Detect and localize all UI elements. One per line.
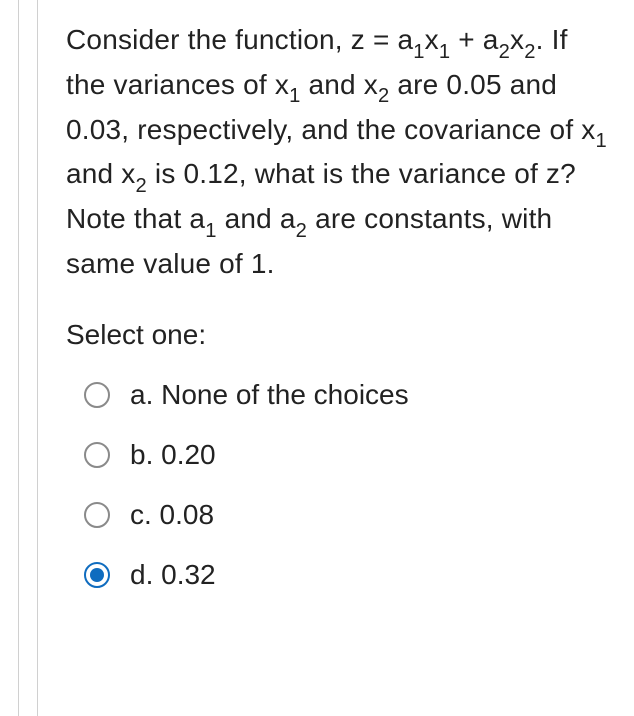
option-row[interactable]: a. None of the choices bbox=[66, 365, 612, 425]
options-list: a. None of the choices b. 0.20 c. 0.08 d. 0… bbox=[66, 365, 612, 605]
option-row[interactable]: b. 0.20 bbox=[66, 425, 612, 485]
option-label: c. 0.08 bbox=[130, 499, 214, 531]
option-label: d. 0.32 bbox=[130, 559, 216, 591]
option-label: b. 0.20 bbox=[130, 439, 216, 471]
radio-button[interactable] bbox=[84, 502, 110, 528]
radio-button[interactable] bbox=[84, 562, 110, 588]
question-content: Consider the function, z = a1x1 + a2x2. … bbox=[38, 0, 634, 605]
question-container: Consider the function, z = a1x1 + a2x2. … bbox=[18, 0, 634, 716]
select-prompt: Select one: bbox=[66, 319, 612, 351]
question-text: Consider the function, z = a1x1 + a2x2. … bbox=[66, 20, 612, 285]
radio-button[interactable] bbox=[84, 442, 110, 468]
option-row[interactable]: c. 0.08 bbox=[66, 485, 612, 545]
radio-button[interactable] bbox=[84, 382, 110, 408]
option-label: a. None of the choices bbox=[130, 379, 409, 411]
option-row[interactable]: d. 0.32 bbox=[66, 545, 612, 605]
